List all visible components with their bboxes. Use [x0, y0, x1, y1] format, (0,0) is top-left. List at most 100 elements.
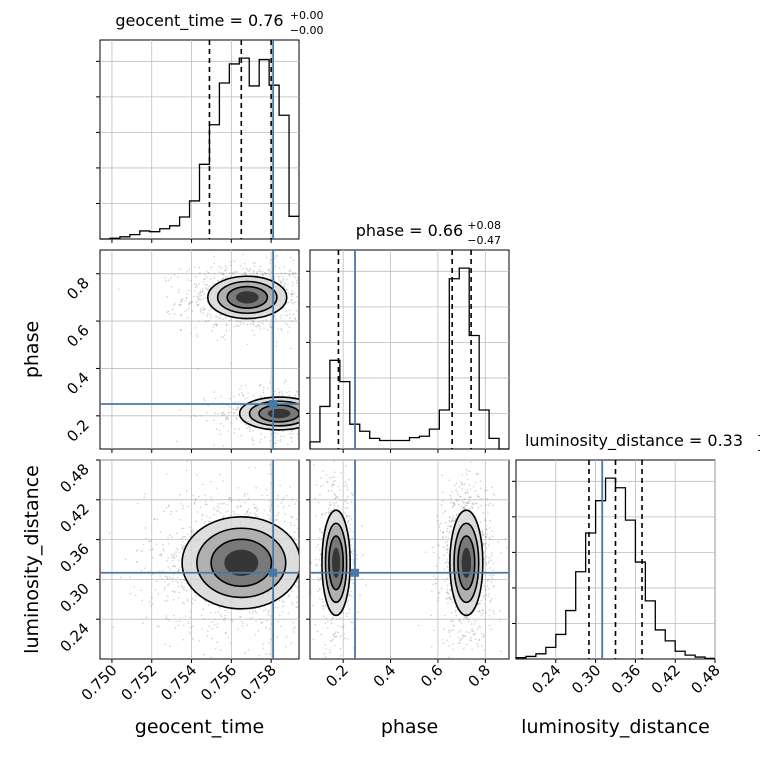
sample-point	[240, 616, 242, 618]
sample-point	[315, 564, 317, 566]
sample-point	[329, 504, 332, 506]
sample-point	[216, 316, 219, 318]
sample-point	[480, 497, 483, 500]
sample-point	[295, 606, 298, 609]
sample-point	[124, 558, 127, 561]
sample-point	[289, 522, 292, 524]
sample-point	[446, 566, 449, 569]
sample-point	[449, 516, 451, 519]
sample-point	[364, 584, 367, 586]
sample-point	[238, 325, 240, 327]
sample-point	[463, 508, 466, 510]
sample-point	[302, 569, 304, 571]
sample-point	[191, 301, 193, 304]
sample-point	[189, 302, 192, 305]
sample-point	[219, 511, 222, 514]
sample-point	[449, 589, 452, 591]
sample-point	[179, 268, 182, 270]
sample-point	[304, 596, 306, 598]
sample-point	[482, 512, 484, 514]
sample-point	[457, 460, 459, 461]
sample-point	[154, 518, 156, 520]
sample-point	[279, 280, 282, 283]
sample-point	[199, 291, 201, 294]
sample-point	[255, 325, 257, 328]
sample-point	[327, 507, 330, 510]
sample-point	[270, 505, 273, 507]
sample-point	[347, 663, 349, 665]
sample-point	[203, 399, 206, 402]
sample-point	[227, 276, 230, 279]
sample-point	[298, 395, 299, 397]
sample-point	[254, 265, 256, 268]
sample-point	[249, 269, 251, 271]
sample-point	[314, 515, 317, 517]
hist-panel-geocent_time: geocent_time = 0.76 +0.00−0.00	[96, 9, 324, 243]
sample-point	[177, 549, 179, 551]
sample-point	[294, 318, 297, 321]
sample-point	[206, 635, 209, 637]
sample-point	[189, 535, 191, 538]
sample-point	[451, 611, 453, 614]
sample-point	[297, 521, 299, 523]
sample-point	[500, 650, 502, 653]
sample-point	[185, 297, 188, 299]
sample-point	[258, 440, 261, 443]
sample-point	[318, 549, 321, 551]
sample-point	[479, 480, 482, 483]
sample-point	[361, 578, 364, 580]
sample-point	[452, 517, 455, 520]
sample-point	[446, 639, 448, 642]
sample-point	[213, 624, 216, 626]
sample-point	[292, 273, 295, 275]
sample-point	[222, 425, 225, 428]
sample-point	[233, 513, 236, 516]
sample-point	[270, 433, 273, 435]
sample-point	[332, 638, 334, 640]
sample-point	[302, 577, 304, 579]
sample-point	[224, 276, 227, 279]
sample-point	[266, 494, 269, 497]
sample-point	[350, 501, 353, 503]
sample-point	[256, 508, 259, 511]
sample-point	[282, 605, 285, 607]
sample-point	[449, 598, 452, 601]
sample-point	[213, 444, 216, 446]
sample-point	[246, 493, 249, 495]
sample-point	[210, 603, 213, 606]
sample-point	[485, 593, 488, 596]
sample-point	[214, 647, 217, 650]
sample-point	[230, 264, 232, 267]
sample-point	[471, 648, 474, 651]
sample-point	[255, 274, 257, 277]
sample-point	[485, 536, 488, 539]
sample-point	[133, 585, 136, 588]
sample-point	[210, 316, 212, 319]
sample-point	[286, 391, 288, 394]
sample-point	[295, 310, 298, 312]
sample-point	[268, 653, 271, 655]
sample-point	[275, 318, 277, 320]
sample-point	[300, 414, 302, 416]
sample-point	[436, 599, 439, 602]
sample-point	[164, 643, 166, 646]
sample-point	[214, 412, 217, 414]
sample-point	[269, 508, 272, 510]
sample-point	[246, 397, 249, 399]
sample-point	[262, 389, 265, 392]
sample-point	[239, 505, 242, 508]
sample-point	[345, 515, 348, 517]
sample-point	[348, 523, 351, 526]
sample-point	[470, 461, 472, 464]
sample-point	[195, 286, 197, 289]
sample-point	[238, 320, 241, 323]
sample-point	[279, 625, 282, 628]
x-tick-label: 0.48	[687, 661, 723, 697]
sample-point	[497, 541, 500, 543]
sample-point	[452, 505, 454, 508]
sample-point	[352, 549, 355, 552]
sample-point	[233, 271, 235, 274]
sample-point	[279, 317, 282, 319]
sample-point	[258, 269, 261, 271]
sample-point	[254, 512, 256, 515]
